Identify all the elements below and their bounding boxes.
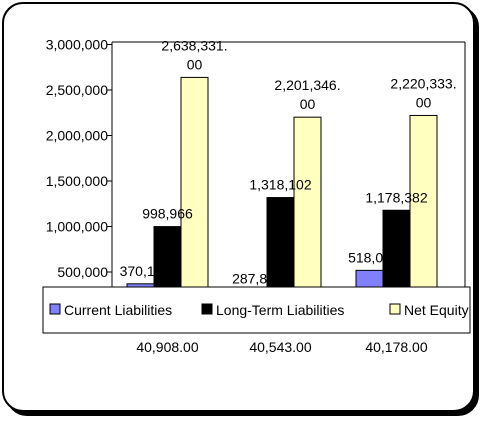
y-tick-label: 1,000,000	[46, 219, 108, 235]
y-tick-label: 500,000	[57, 264, 108, 280]
y-tick-label: 2,000,000	[46, 128, 108, 144]
x-tick-label: 40,178.00	[365, 339, 427, 355]
bar-current-liabilities-2	[355, 269, 384, 288]
bar-net-equity-1	[293, 116, 322, 288]
data-label: 1,178,382	[365, 189, 427, 205]
x-tick-label: 40,908.00	[136, 339, 198, 355]
y-tick-label: 2,500,000	[46, 82, 108, 98]
legend-label: Current Liabilities	[64, 302, 172, 318]
data-label: 287,84	[232, 270, 275, 286]
x-tick-label: 40,543.00	[249, 339, 311, 355]
y-tick-label: 1,500,000	[46, 173, 108, 189]
data-label: 2,220,333. 00	[390, 75, 456, 110]
bar-net-equity-0	[180, 76, 209, 288]
data-label: 998,966	[142, 206, 193, 222]
data-label: 2,638,331. 00	[161, 37, 227, 72]
legend-label: Net Equity	[404, 302, 469, 318]
data-label: 2,201,346. 00	[274, 77, 340, 112]
data-label: 1,318,102	[249, 177, 311, 193]
legend-swatch	[201, 303, 213, 315]
bar-long-term-liabilities-2	[382, 209, 411, 288]
data-label: 370,11	[120, 263, 162, 279]
legend-label: Long-Term Liabilities	[216, 302, 344, 318]
legend-swatch	[389, 303, 401, 315]
data-label: 518,08	[348, 249, 391, 265]
legend-swatch	[49, 303, 61, 315]
bar-long-term-liabilities-0	[153, 226, 182, 288]
bar-net-equity-2	[409, 114, 438, 288]
y-tick-label: 3,000,000	[46, 37, 108, 53]
